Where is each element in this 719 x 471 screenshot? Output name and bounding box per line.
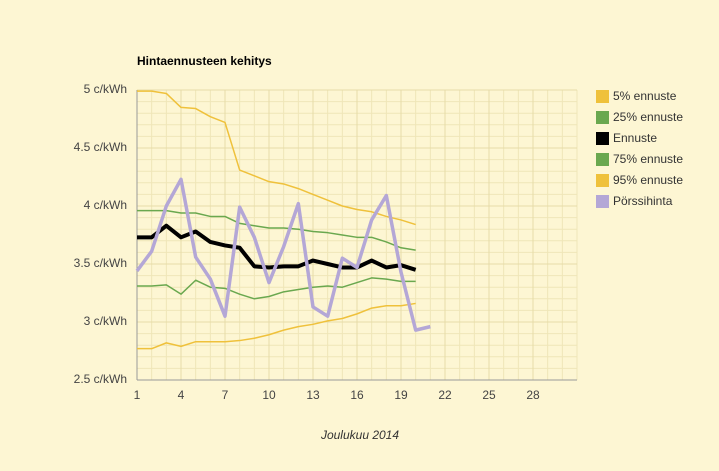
legend-label: Pörssihinta	[613, 194, 673, 208]
x-tick-label: 10	[262, 388, 276, 402]
x-tick-label: 1	[134, 388, 141, 402]
legend-swatch	[596, 195, 609, 208]
series-line	[137, 209, 416, 251]
legend-swatch	[596, 132, 609, 145]
x-tick-label: 16	[350, 388, 364, 402]
legend-label: Ennuste	[613, 131, 657, 145]
y-tick-label: 5 c/kWh	[84, 82, 127, 96]
series-line	[137, 277, 416, 300]
legend-swatch	[596, 90, 609, 103]
y-tick-label: 4 c/kWh	[84, 198, 127, 212]
y-tick-label: 2.5 c/kWh	[74, 372, 127, 386]
x-tick-label: 7	[222, 388, 229, 402]
x-tick-label: 19	[394, 388, 408, 402]
legend-label: 75% ennuste	[613, 152, 683, 166]
series-line	[137, 90, 416, 226]
x-axis-label: Joulukuu 2014	[320, 428, 399, 442]
legend-label: 95% ennuste	[613, 173, 683, 187]
series-line	[135, 177, 431, 332]
legend-label: 5% ennuste	[613, 89, 677, 103]
y-tick-label: 3 c/kWh	[84, 314, 127, 328]
legend-label: 25% ennuste	[613, 110, 683, 124]
x-tick-label: 4	[178, 388, 185, 402]
y-tick-label: 4.5 c/kWh	[74, 140, 127, 154]
chart-title: Hintaennusteen kehitys	[137, 54, 272, 68]
legend-swatch	[596, 174, 609, 187]
x-tick-label: 22	[438, 388, 452, 402]
y-tick-label: 3.5 c/kWh	[74, 256, 127, 270]
x-tick-label: 13	[306, 388, 320, 402]
series-line	[137, 302, 416, 350]
legend-swatch	[596, 153, 609, 166]
x-tick-label: 25	[482, 388, 496, 402]
x-tick-label: 28	[526, 388, 540, 402]
legend-swatch	[596, 111, 609, 124]
